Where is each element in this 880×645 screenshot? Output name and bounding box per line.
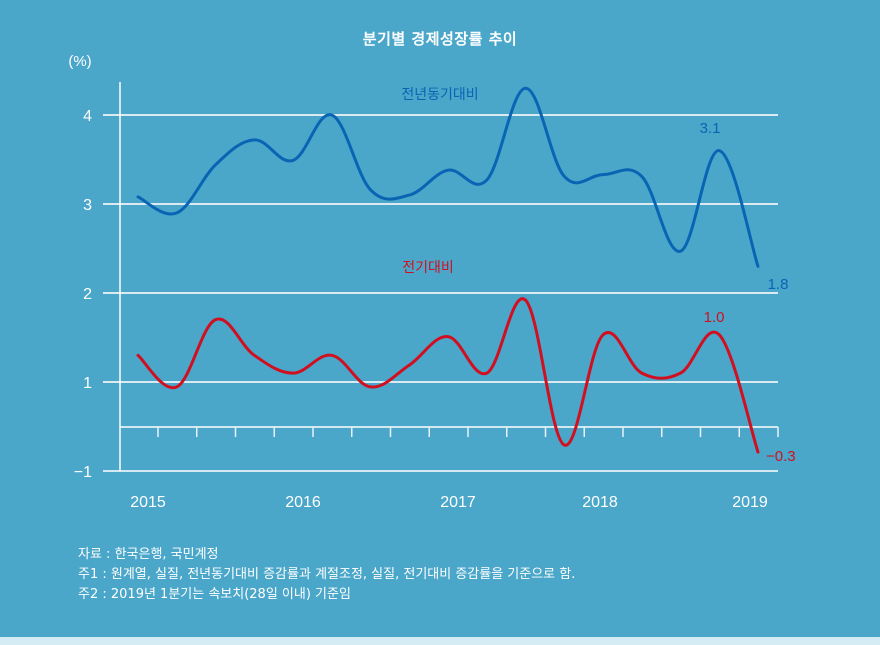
data-labels: 3.1 1.8 1.0 −0.3 [700, 120, 796, 465]
y-tick-labels: 4 3 2 1 −1 [74, 108, 92, 481]
y-tick-label: 2 [83, 286, 92, 303]
bottom-strip [0, 637, 880, 645]
x-tick-labels: 2015 2016 2017 2018 2019 [130, 494, 768, 511]
footnote-1: 주1 : 원계열, 실질, 전년동기대비 증감률과 계절조정, 실질, 전기대비… [78, 567, 576, 582]
series-lines [136, 86, 760, 454]
axes [103, 82, 779, 472]
data-label: −0.3 [766, 448, 796, 465]
source-note: 자료 : 한국은행, 국민계정 [78, 547, 219, 562]
legend-label-yoy: 전년동기대비 [401, 87, 478, 103]
x-tick-label: 2016 [285, 494, 321, 511]
x-tick-label: 2019 [732, 494, 768, 511]
data-label: 1.0 [704, 309, 725, 326]
y-tick-label: 3 [83, 197, 92, 214]
footnote-2: 주2 : 2019년 1분기는 속보치(28일 이내) 기준임 [78, 587, 351, 602]
y-axis-label: (%) [68, 53, 91, 70]
y-tick-label: −1 [74, 464, 92, 481]
series-line-qoq [136, 297, 760, 454]
chart-title: 분기별 경제성장률 추이 [362, 30, 518, 48]
series-line-yoy [136, 86, 760, 268]
y-tick-label: 1 [83, 375, 92, 392]
y-tick-label: 4 [83, 108, 92, 125]
x-tick-label: 2017 [440, 494, 476, 511]
x-tick-label: 2015 [130, 494, 166, 511]
data-label: 1.8 [768, 276, 789, 293]
x-tick-label: 2018 [582, 494, 618, 511]
data-label: 3.1 [700, 120, 721, 137]
footnotes: 자료 : 한국은행, 국민계정 주1 : 원계열, 실질, 전년동기대비 증감률… [78, 545, 575, 605]
legend-label-qoq: 전기대비 [402, 260, 454, 276]
gridlines [103, 114, 778, 383]
